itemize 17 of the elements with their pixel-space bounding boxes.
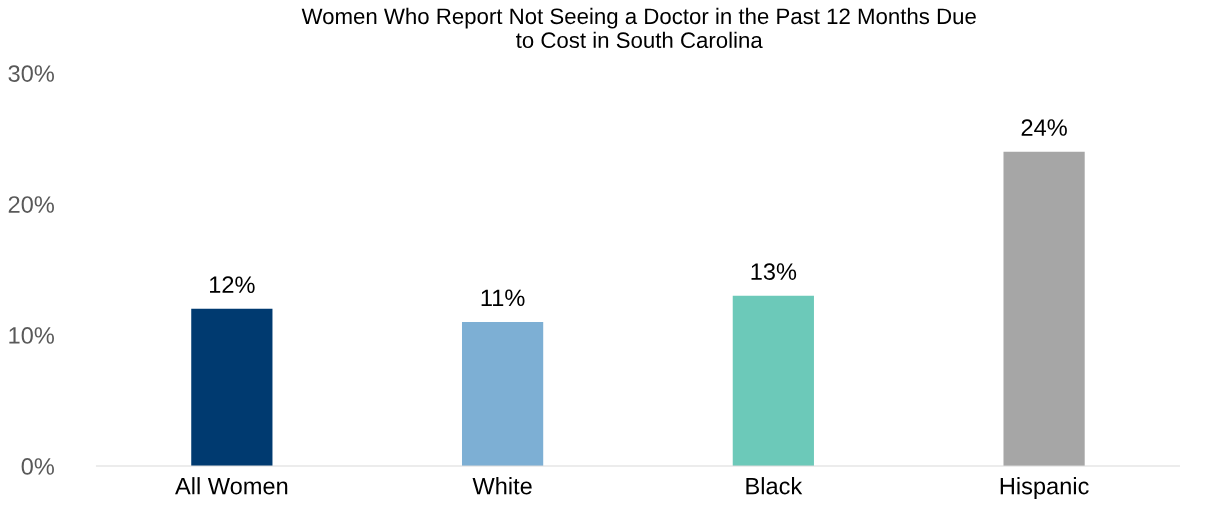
data-label: 13% bbox=[751, 263, 797, 280]
bar bbox=[191, 308, 273, 466]
y-tick-label: 0% bbox=[21, 458, 54, 475]
x-tick-label: White bbox=[472, 477, 532, 495]
data-label: 12% bbox=[210, 276, 255, 293]
y-tick-label: 10% bbox=[9, 327, 54, 344]
y-tick-label: 20% bbox=[8, 196, 54, 213]
bar bbox=[461, 321, 544, 466]
bar bbox=[732, 295, 814, 466]
bar bbox=[1003, 151, 1085, 466]
chart-title: Women Who Report Not Seeing a Doctor in the Past 12 Months Due to Cost in South Carolina bbox=[301, 7, 976, 49]
y-tick-label: 30% bbox=[8, 65, 54, 82]
x-tick-label: Black bbox=[746, 477, 803, 495]
data-label: 24% bbox=[1021, 119, 1067, 136]
x-tick-label: All Women bbox=[175, 477, 288, 495]
data-label: 11% bbox=[481, 289, 525, 307]
x-tick-label: Hispanic bbox=[1000, 477, 1089, 500]
